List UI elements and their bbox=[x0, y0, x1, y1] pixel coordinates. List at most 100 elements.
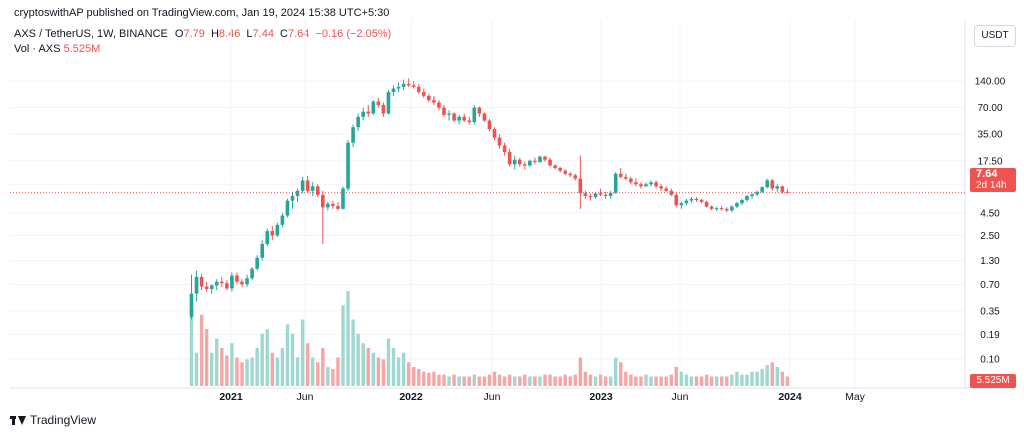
volume-bar bbox=[760, 368, 764, 386]
tradingview-logo[interactable]: TradingView bbox=[10, 413, 96, 427]
candle-body bbox=[189, 293, 194, 317]
volume-bar bbox=[396, 357, 401, 386]
candle-body bbox=[725, 208, 729, 211]
candle-body bbox=[225, 283, 229, 289]
volume-bar bbox=[568, 376, 572, 386]
candle-body bbox=[664, 188, 668, 191]
currency-button[interactable]: USDT bbox=[974, 25, 1016, 47]
candle-body bbox=[730, 206, 734, 211]
volume-bar bbox=[588, 374, 593, 386]
candle-body bbox=[386, 92, 391, 114]
candle-body bbox=[442, 107, 446, 115]
volume-bar bbox=[452, 374, 456, 386]
candle-body bbox=[204, 286, 209, 289]
x-tick-label: Jun bbox=[297, 391, 314, 403]
volume-bar bbox=[199, 314, 204, 386]
candle-countdown: 2d 14h bbox=[976, 180, 1007, 191]
volume-bar bbox=[583, 371, 588, 386]
volume-bar bbox=[740, 374, 744, 386]
y-tick-label: 0.10 bbox=[980, 355, 1000, 366]
candle-body bbox=[416, 86, 421, 93]
symbol-legend: AXS / TetherUS, 1W, BINANCE O7.79 H8.46 … bbox=[14, 28, 391, 40]
volume-bar bbox=[316, 362, 320, 386]
candle-body bbox=[321, 194, 325, 208]
volume-bar bbox=[553, 376, 557, 386]
candle-body bbox=[482, 113, 487, 121]
candle-body bbox=[735, 203, 739, 207]
volume-bar bbox=[472, 374, 476, 386]
candle-body bbox=[528, 160, 532, 166]
candle-body bbox=[356, 116, 360, 128]
symbol-name[interactable]: AXS / TetherUS, 1W, BINANCE bbox=[14, 28, 168, 40]
candle-body bbox=[593, 193, 598, 198]
high-value: 8.46 bbox=[218, 28, 241, 40]
volume-bar bbox=[381, 359, 386, 386]
last-price-badge: 7.64 2d 14h bbox=[970, 168, 1016, 192]
volume-bar bbox=[437, 374, 441, 386]
candle-body bbox=[517, 159, 522, 165]
volume-bar bbox=[644, 374, 648, 386]
volume-bar bbox=[371, 352, 375, 386]
volume-bar bbox=[422, 371, 426, 386]
candle-body bbox=[699, 200, 704, 202]
candle-body bbox=[300, 180, 305, 191]
candle-body bbox=[230, 275, 234, 289]
candle-body bbox=[785, 191, 790, 193]
x-tick-label: Jun bbox=[484, 391, 501, 403]
candle-body bbox=[694, 198, 699, 201]
candle-body bbox=[533, 160, 537, 162]
candle-body bbox=[507, 152, 512, 165]
candle-body bbox=[351, 127, 355, 143]
volume-bar bbox=[295, 357, 300, 386]
candle-body bbox=[684, 200, 689, 204]
publisher-attribution: cryptoswithAP published on TradingView.c… bbox=[14, 7, 390, 19]
x-tick-label: 2021 bbox=[219, 391, 243, 403]
volume-bar bbox=[578, 357, 583, 386]
volume-label[interactable]: Vol · AXS bbox=[14, 43, 61, 55]
candle-body bbox=[315, 186, 320, 195]
volume-bar bbox=[735, 371, 739, 386]
volume-bar bbox=[770, 362, 774, 386]
volume-bar bbox=[573, 374, 577, 386]
volume-bar bbox=[391, 348, 396, 386]
candle-body bbox=[240, 281, 244, 285]
volume-bar bbox=[305, 343, 310, 386]
volume-bar bbox=[346, 291, 350, 386]
volume-bar bbox=[260, 333, 264, 386]
candle-body bbox=[209, 285, 214, 289]
volume-bar bbox=[204, 329, 209, 386]
change-value: −0.16 (−2.05%) bbox=[315, 28, 392, 40]
volume-bar bbox=[634, 376, 638, 386]
candle-body bbox=[548, 159, 552, 166]
y-tick-label: 17.50 bbox=[977, 156, 1002, 167]
volume-bar bbox=[765, 365, 769, 386]
candle-body bbox=[214, 281, 219, 286]
candle-body bbox=[255, 257, 259, 269]
candle-body bbox=[406, 83, 411, 86]
candle-body bbox=[381, 104, 386, 114]
volume-bar bbox=[432, 371, 436, 386]
volume-bar bbox=[659, 376, 663, 386]
candle-body bbox=[512, 159, 517, 165]
candle-body bbox=[659, 186, 663, 189]
candle-body bbox=[709, 206, 714, 209]
candle-body bbox=[422, 92, 426, 96]
volume-bar bbox=[689, 376, 694, 386]
volume-bar bbox=[709, 376, 714, 386]
volume-bar bbox=[290, 333, 295, 386]
x-tick-label: Jun bbox=[672, 391, 689, 403]
volume-legend: Vol · AXS 5.525M bbox=[14, 43, 100, 55]
candle-body bbox=[618, 173, 623, 177]
volume-bar bbox=[720, 376, 724, 386]
volume-bar bbox=[417, 368, 421, 386]
volume-bar bbox=[563, 374, 567, 386]
candle-body bbox=[502, 145, 507, 153]
candle-body bbox=[220, 281, 224, 284]
volume-bar bbox=[669, 374, 673, 386]
candle-body bbox=[199, 276, 204, 287]
volume-bar bbox=[755, 371, 759, 386]
candle-body bbox=[679, 203, 684, 206]
x-tick-label: 2022 bbox=[399, 391, 423, 403]
volume-bar bbox=[280, 348, 285, 386]
